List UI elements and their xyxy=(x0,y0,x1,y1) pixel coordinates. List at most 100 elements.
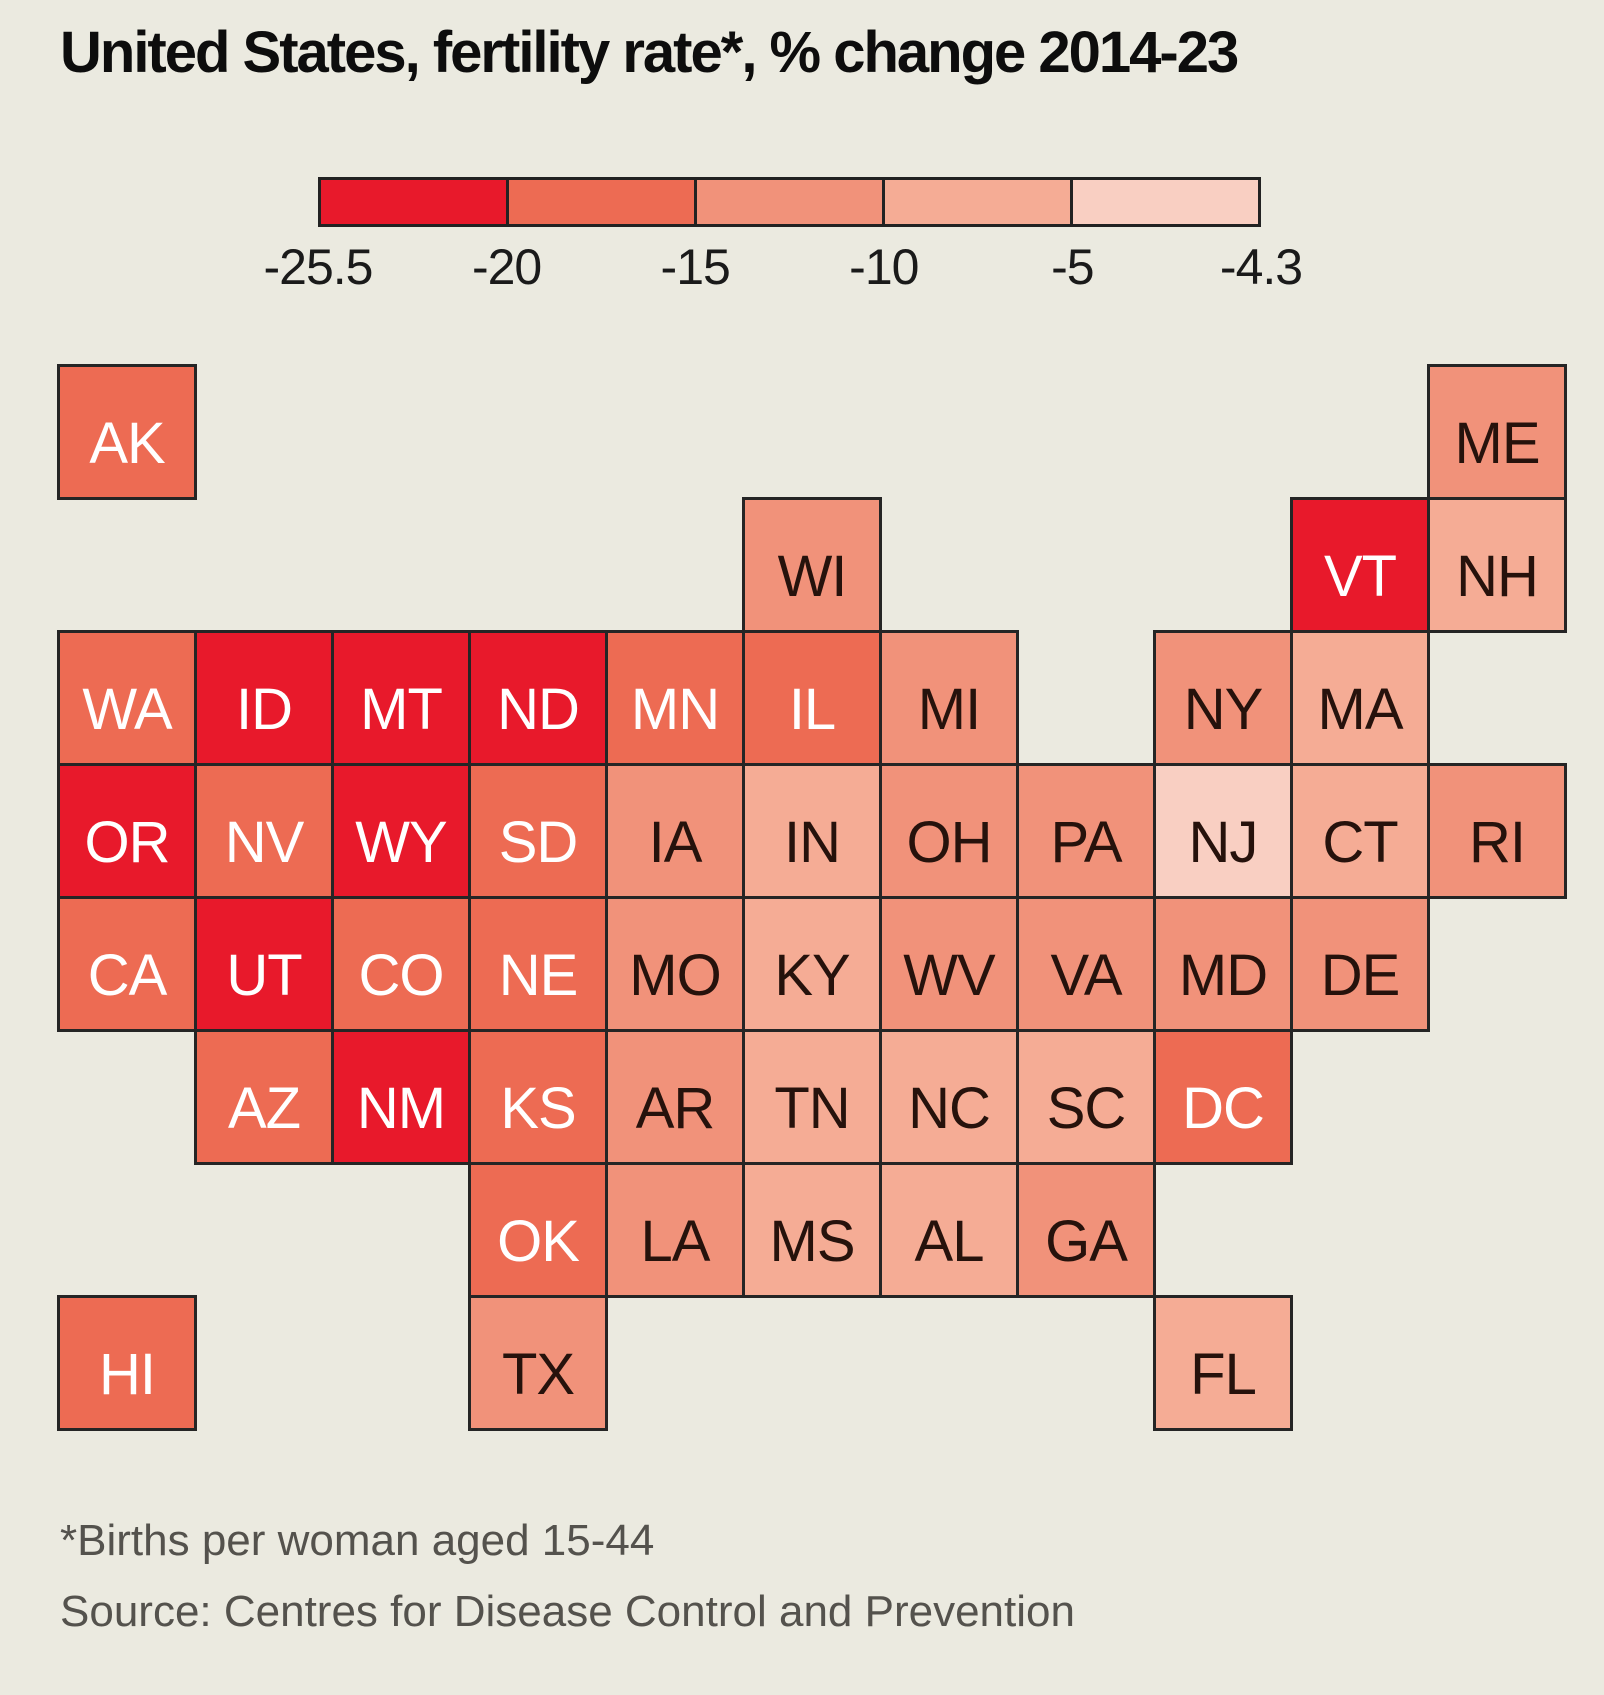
legend-swatch xyxy=(1070,180,1258,224)
legend-tick-label: -4.3 xyxy=(1219,239,1303,295)
state-tile-label: DC xyxy=(1182,1076,1265,1141)
state-tile-label: HI xyxy=(99,1342,156,1407)
state-tile-label: WY xyxy=(355,810,447,875)
state-tile-label: KS xyxy=(500,1076,576,1141)
state-tile-PA: PA xyxy=(1016,763,1156,899)
chart-footer: *Births per woman aged 15-44 Source: Cen… xyxy=(60,1505,1075,1648)
state-tile-MN: MN xyxy=(605,630,745,766)
state-tile-label: NM xyxy=(356,1076,446,1141)
state-tile-label: LA xyxy=(640,1209,711,1274)
legend-swatch xyxy=(694,180,882,224)
legend-tick-label: -10 xyxy=(849,239,919,295)
state-tile-DE: DE xyxy=(1290,896,1430,1032)
state-tile-OH: OH xyxy=(879,763,1019,899)
state-tile-NJ: NJ xyxy=(1153,763,1293,899)
state-tile-SD: SD xyxy=(468,763,608,899)
state-tile-AL: AL xyxy=(879,1162,1019,1298)
state-tile-ND: ND xyxy=(468,630,608,766)
legend-color-bar xyxy=(318,177,1261,227)
state-tile-label: TX xyxy=(501,1342,575,1407)
state-tile-OR: OR xyxy=(57,763,197,899)
state-tile-IN: IN xyxy=(742,763,882,899)
state-tile-label: AR xyxy=(635,1076,716,1141)
state-tile-label: NY xyxy=(1183,677,1264,742)
state-tile-IA: IA xyxy=(605,763,745,899)
state-tile-label: MA xyxy=(1317,677,1404,742)
state-tile-NH: NH xyxy=(1427,497,1567,633)
legend-tick-label: -5 xyxy=(1051,239,1094,295)
state-tile-AK: AK xyxy=(57,364,197,500)
state-tile-label: MN xyxy=(630,677,720,742)
state-tile-KS: KS xyxy=(468,1029,608,1165)
state-tile-CA: CA xyxy=(57,896,197,1032)
state-tile-ME: ME xyxy=(1427,364,1567,500)
state-tile-label: UT xyxy=(226,943,302,1008)
state-tile-MD: MD xyxy=(1153,896,1293,1032)
state-tile-MS: MS xyxy=(742,1162,882,1298)
state-tile-label: RI xyxy=(1469,810,1526,875)
state-tile-label: TN xyxy=(774,1076,850,1141)
state-tile-ID: ID xyxy=(194,630,334,766)
footnote: *Births per woman aged 15-44 xyxy=(60,1516,655,1565)
state-tile-label: NE xyxy=(498,943,579,1008)
state-tile-label: MS xyxy=(769,1209,856,1274)
state-tile-label: MT xyxy=(360,677,443,742)
state-tile-label: VA xyxy=(1050,943,1122,1008)
state-tile-label: NV xyxy=(224,810,305,875)
state-tile-MT: MT xyxy=(331,630,471,766)
state-tile-KY: KY xyxy=(742,896,882,1032)
state-tile-label: CT xyxy=(1322,810,1398,875)
state-tile-DC: DC xyxy=(1153,1029,1293,1165)
state-tile-MO: MO xyxy=(605,896,745,1032)
state-tile-label: OR xyxy=(84,810,171,875)
legend-swatch xyxy=(882,180,1070,224)
state-tile-WA: WA xyxy=(57,630,197,766)
state-tile-label: IL xyxy=(788,677,836,742)
state-tile-label: WV xyxy=(903,943,995,1008)
state-tile-AZ: AZ xyxy=(194,1029,334,1165)
state-tile-label: MO xyxy=(629,943,721,1008)
state-tile-label: IA xyxy=(648,810,703,875)
state-tile-label: IN xyxy=(784,810,841,875)
state-tile-NV: NV xyxy=(194,763,334,899)
chart-title: United States, fertility rate*, % change… xyxy=(60,20,1239,85)
state-tile-NE: NE xyxy=(468,896,608,1032)
state-tile-CO: CO xyxy=(331,896,471,1032)
state-tile-TX: TX xyxy=(468,1295,608,1431)
state-tile-label: PA xyxy=(1050,810,1122,875)
state-tile-label: NJ xyxy=(1188,810,1259,875)
state-tile-IL: IL xyxy=(742,630,882,766)
state-tile-AR: AR xyxy=(605,1029,745,1165)
state-tile-label: KY xyxy=(774,943,850,1008)
state-tile-label: VT xyxy=(1323,544,1397,609)
state-tile-label: AL xyxy=(914,1209,985,1274)
state-tile-label: GA xyxy=(1045,1209,1128,1274)
state-tile-WY: WY xyxy=(331,763,471,899)
state-tile-WI: WI xyxy=(742,497,882,633)
state-tile-label: WI xyxy=(777,544,848,609)
state-tile-label: FL xyxy=(1190,1342,1257,1407)
state-tile-SC: SC xyxy=(1016,1029,1156,1165)
state-tile-NM: NM xyxy=(331,1029,471,1165)
legend-swatch xyxy=(321,180,506,224)
state-tile-GA: GA xyxy=(1016,1162,1156,1298)
state-tile-label: ND xyxy=(497,677,580,742)
state-tile-label: AK xyxy=(89,411,165,476)
state-tile-label: NH xyxy=(1456,544,1539,609)
state-tile-MI: MI xyxy=(879,630,1019,766)
legend-tick-label: -15 xyxy=(660,239,731,295)
state-tile-label: OK xyxy=(497,1209,580,1274)
state-tile-label: WA xyxy=(82,677,172,742)
state-tile-MA: MA xyxy=(1290,630,1430,766)
legend-tick-label: -20 xyxy=(471,239,542,295)
state-tile-VT: VT xyxy=(1290,497,1430,633)
legend-tick-label: -25.5 xyxy=(263,239,374,295)
state-tile-label: ME xyxy=(1454,411,1541,476)
state-tile-UT: UT xyxy=(194,896,334,1032)
state-tile-TN: TN xyxy=(742,1029,882,1165)
state-tile-WV: WV xyxy=(879,896,1019,1032)
state-tile-OK: OK xyxy=(468,1162,608,1298)
state-tile-label: SD xyxy=(498,810,579,875)
state-tile-label: NC xyxy=(908,1076,991,1141)
state-tile-label: MI xyxy=(917,677,981,742)
